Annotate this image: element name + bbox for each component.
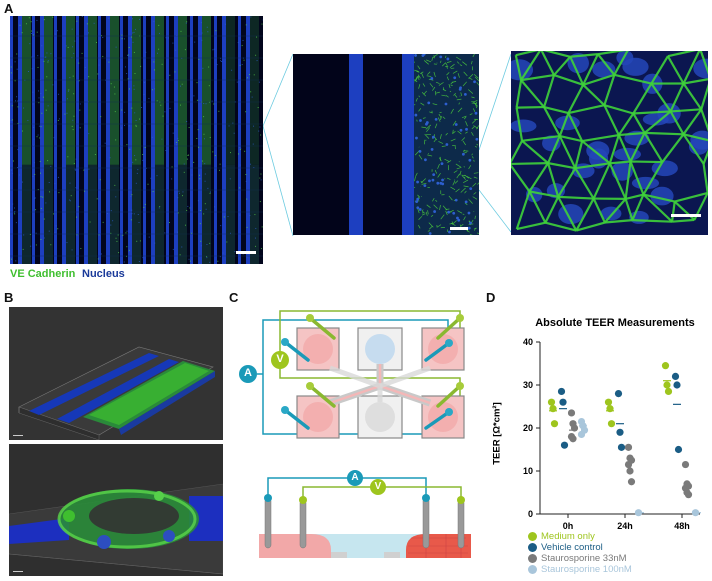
chart-title: Absolute TEER Measurements (520, 317, 710, 329)
voltmeter-label-side: V (374, 481, 382, 492)
x-tick-label: 0h (563, 521, 574, 530)
data-point (665, 388, 672, 395)
data-point (618, 444, 625, 451)
3d-render-top (9, 307, 223, 440)
data-point (551, 420, 558, 427)
legend-label: Staurosporine 33nM (541, 553, 627, 564)
scale-bar (13, 571, 23, 572)
data-point (615, 390, 622, 397)
y-tick-label: 30 (523, 380, 533, 390)
scale-bar (13, 435, 23, 436)
legend-label: Staurosporine 100nM (541, 564, 632, 575)
channel-lane-2 (402, 54, 414, 235)
legend-ve-cadherin: VE Cadherin (10, 268, 75, 280)
y-tick-label: 20 (523, 423, 533, 433)
data-point (559, 399, 566, 406)
legend-swatch (528, 565, 537, 574)
panel-label-d: D (486, 290, 495, 305)
y-tick-label: 0 (528, 509, 533, 519)
voltmeter-label-top: V (276, 353, 284, 365)
scale-bar (450, 227, 468, 230)
y-axis-label: TEER [Ω*cm²] (492, 389, 503, 479)
tile-scan-channels (10, 16, 263, 264)
x-tick-label: 24h (617, 521, 633, 530)
data-point (568, 409, 575, 416)
3d-render-bottom (9, 444, 223, 576)
zoom-lines-2 (479, 50, 513, 235)
data-point (682, 461, 689, 468)
legend-label: Medium only (541, 531, 595, 542)
y-tick-label: 40 (523, 337, 533, 347)
tile-scan-image (10, 16, 263, 264)
endothelial-network (414, 54, 479, 235)
data-point (608, 420, 615, 427)
cell-junction-drawing (511, 51, 708, 235)
data-point (673, 381, 680, 388)
legend-swatch (528, 554, 537, 563)
ammeter-label-top: A (244, 367, 252, 379)
chip-schematic-side (256, 468, 476, 568)
legend-item: Staurosporine 100nM (528, 564, 632, 575)
zoom-lines-1 (263, 14, 295, 239)
data-point (558, 388, 565, 395)
legend-swatch (528, 532, 537, 541)
legend-nucleus: Nucleus (82, 268, 125, 280)
data-point (672, 373, 679, 380)
data-point (675, 446, 682, 453)
data-point (662, 362, 669, 369)
data-point (626, 467, 633, 474)
data-point (628, 478, 635, 485)
data-point (605, 399, 612, 406)
legend-swatch (528, 543, 537, 552)
3d-chip-render (9, 307, 223, 440)
data-point (548, 399, 555, 406)
scale-bar (236, 251, 256, 254)
channel-lane-1 (349, 54, 363, 235)
panel-label-a: A (4, 1, 13, 16)
data-point (663, 381, 670, 388)
data-point (561, 442, 568, 449)
3d-lumen-render (9, 444, 223, 576)
channel-zoom-image (293, 54, 479, 235)
legend-item: Medium only (528, 531, 595, 542)
legend-item: Staurosporine 33nM (528, 553, 627, 564)
legend-label: Vehicle control (541, 542, 603, 553)
cell-junction-image (511, 51, 708, 235)
panel-label-b: B (4, 290, 13, 305)
x-tick-label: 48h (674, 521, 690, 530)
data-point (625, 444, 632, 451)
ammeter-label-side: A (351, 472, 359, 483)
chip-schematic-top (230, 298, 480, 466)
data-point (578, 431, 585, 438)
data-point (569, 435, 576, 442)
teer-chart: 0 10 20 30 40 0h 24h 48h (486, 330, 712, 530)
y-tick-label: 10 (523, 466, 533, 476)
legend-item: Vehicle control (528, 542, 603, 553)
data-point (616, 429, 623, 436)
scale-bar (671, 214, 701, 217)
data-point (685, 491, 692, 498)
